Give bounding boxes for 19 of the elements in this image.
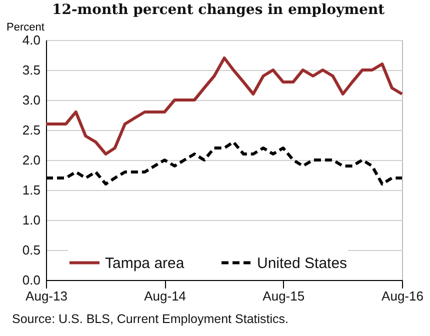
x-tick-label: Aug-14 [144,288,186,304]
y-tick-label: 3.0 [22,92,40,108]
y-tick-label: 0.0 [22,272,40,288]
y-tick-label: 1.0 [22,212,40,228]
chart-title: 12-month percent changes in employment [52,2,385,18]
x-tick-label: Aug-15 [262,288,305,304]
y-tick-label: 1.5 [22,182,40,198]
legend-label: Tampa area [105,254,185,272]
legend-label: United States [257,254,348,272]
line-series [44,56,404,156]
y-tick-label: 2.5 [22,122,40,138]
y-tick-label: 4.0 [22,32,40,48]
source-note: Source: U.S. BLS, Current Employment Statistics. [12,312,288,326]
x-tick-label: Aug-13 [26,288,68,304]
y-axis-title: Percent [6,22,44,34]
y-tick-label: 2.0 [22,152,40,168]
x-tick-label: Aug-16 [382,288,424,304]
y-tick-label: 0.5 [22,242,40,258]
y-tick-label: 3.5 [22,62,40,78]
